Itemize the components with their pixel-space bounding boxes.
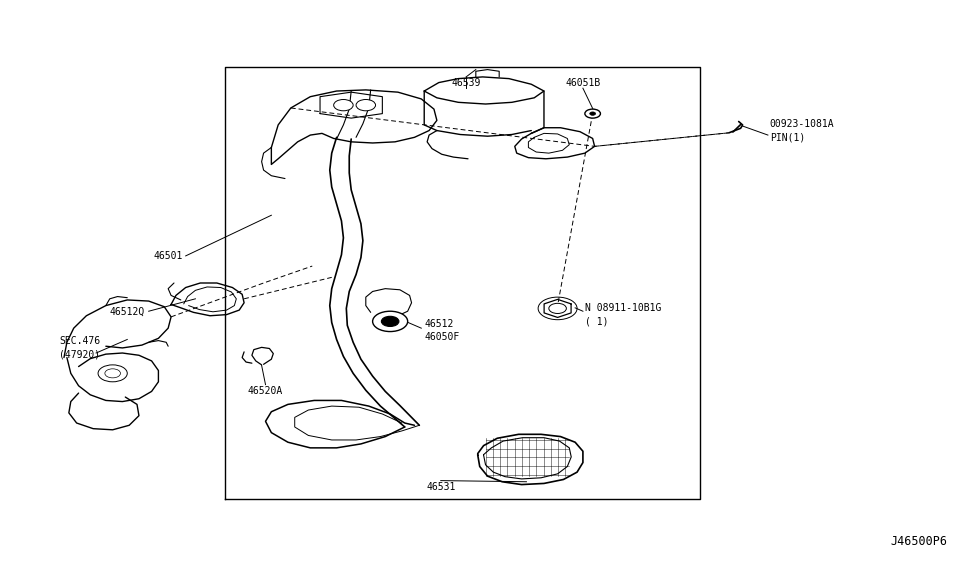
Text: 46512Q: 46512Q <box>109 306 145 316</box>
Circle shape <box>372 311 408 332</box>
Circle shape <box>105 369 121 378</box>
Text: SEC.476: SEC.476 <box>59 336 100 346</box>
Text: 46051B: 46051B <box>566 78 601 88</box>
Circle shape <box>356 100 375 111</box>
Text: N 08911-10B1G: N 08911-10B1G <box>585 303 661 314</box>
Circle shape <box>549 303 566 314</box>
Text: PIN(1): PIN(1) <box>770 133 805 143</box>
Text: 46050F: 46050F <box>424 332 459 342</box>
Text: (47920): (47920) <box>59 350 100 360</box>
Text: 46520A: 46520A <box>248 386 283 396</box>
Circle shape <box>585 109 601 118</box>
Text: 46539: 46539 <box>451 78 481 88</box>
Circle shape <box>590 112 596 115</box>
Text: ( 1): ( 1) <box>585 316 608 327</box>
Text: 00923-1081A: 00923-1081A <box>770 119 835 130</box>
Circle shape <box>333 100 353 111</box>
Circle shape <box>381 316 399 327</box>
Text: J46500P6: J46500P6 <box>890 535 947 548</box>
Text: 46531: 46531 <box>426 482 455 492</box>
Text: 46501: 46501 <box>153 251 182 261</box>
Text: 46512: 46512 <box>424 319 453 329</box>
Circle shape <box>98 365 128 382</box>
